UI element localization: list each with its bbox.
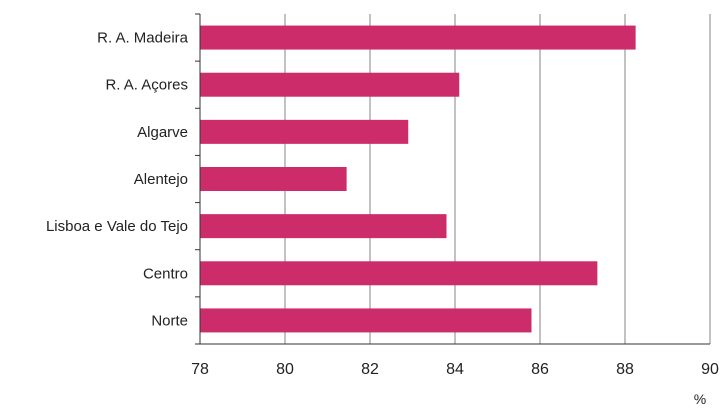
- category-label: Centro: [143, 265, 188, 282]
- bar-0: [200, 25, 636, 50]
- category-labels: R. A. Madeira R. A. Açores Algarve Alentejo…: [46, 30, 189, 330]
- x-tick-label: 80: [276, 361, 294, 378]
- x-tick-label: 84: [446, 361, 464, 378]
- x-tick-label: 88: [616, 361, 634, 378]
- bar-5: [200, 261, 598, 286]
- bar-6: [200, 308, 532, 333]
- x-tick-label: 82: [361, 361, 379, 378]
- bar-1: [200, 72, 460, 97]
- bar-4: [200, 214, 447, 239]
- tick-labels: 78 80 82 84 86 88 90: [191, 361, 719, 378]
- gridlines: [284, 14, 711, 344]
- category-label: Alentejo: [134, 171, 188, 188]
- category-label: Norte: [151, 312, 188, 329]
- bar-3: [200, 167, 347, 191]
- axes: [195, 13, 710, 345]
- bar-2: [200, 119, 409, 144]
- x-unit-label: %: [694, 391, 706, 407]
- x-tick-label: 78: [191, 361, 209, 378]
- x-tick-label: 86: [531, 361, 549, 378]
- x-tick-label: 90: [701, 361, 719, 378]
- category-label: Lisboa e Vale do Tejo: [46, 218, 188, 235]
- category-label: R. A. Açores: [105, 77, 188, 94]
- category-label: Algarve: [137, 124, 188, 141]
- bars: [200, 25, 636, 333]
- category-label: R. A. Madeira: [97, 30, 189, 47]
